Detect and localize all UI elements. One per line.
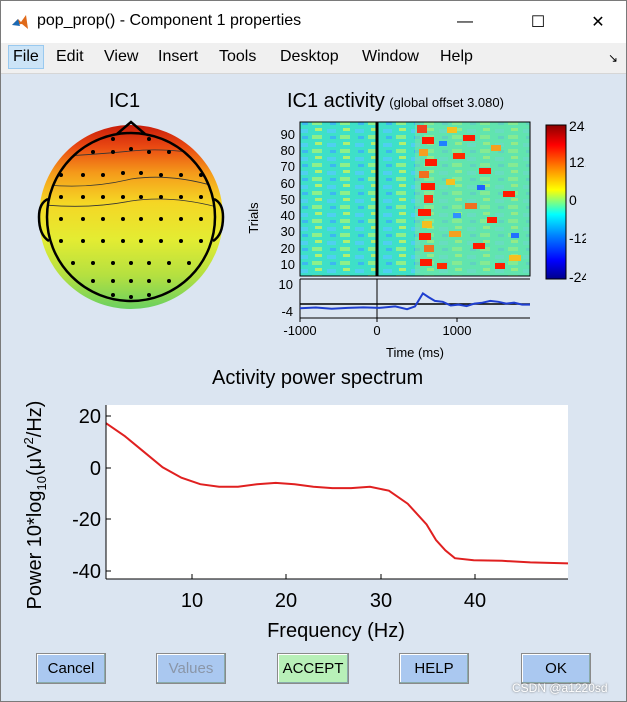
erp-tick-10: 10 bbox=[279, 277, 293, 292]
trial-ticks: 90 80 70 60 50 40 30 20 10 bbox=[281, 127, 295, 272]
spectrum-ytick: 0 bbox=[90, 458, 101, 480]
spectrum-plot: 20 0 -20 -40 10 20 30 40 Frequency (Hz) … bbox=[21, 401, 569, 642]
window-title: pop_prop() - Component 1 properties bbox=[37, 12, 302, 29]
colorbar-tick: 12.3 bbox=[569, 154, 586, 170]
erp-title-group: IC1 activity (global offset 3.080) bbox=[287, 90, 504, 113]
colorbar-tick: 24.6 bbox=[569, 118, 586, 134]
erp-title: IC1 activity bbox=[287, 90, 385, 112]
menu-window[interactable]: Window bbox=[362, 48, 419, 65]
spectrum-line bbox=[105, 422, 569, 565]
left-ear-icon bbox=[37, 197, 50, 243]
maximize-icon: ☐ bbox=[530, 14, 546, 31]
menu-edit[interactable]: Edit bbox=[56, 48, 84, 65]
matlab-logo-icon bbox=[12, 15, 28, 29]
menu-help[interactable]: Help bbox=[440, 48, 473, 65]
spectrum-xtick: 30 bbox=[370, 590, 392, 612]
spectrum-xticks: 10 20 30 40 bbox=[181, 590, 486, 612]
spectrum-ylabel: Power 10*log10(μV2/Hz) bbox=[21, 401, 49, 610]
watermark: CSDN @a1220sd bbox=[512, 681, 608, 695]
time-tick: 1000 bbox=[443, 323, 472, 338]
menu-view[interactable]: View bbox=[104, 48, 139, 65]
spectrum-xlabel: Frequency (Hz) bbox=[267, 620, 405, 642]
spectrum-axes bbox=[106, 405, 568, 579]
head-outline bbox=[45, 131, 217, 303]
close-button[interactable]: ✕ bbox=[575, 1, 621, 43]
menu-desktop[interactable]: Desktop bbox=[280, 48, 339, 65]
spectrum-xtick: 20 bbox=[275, 590, 297, 612]
trial-tick: 20 bbox=[281, 241, 295, 256]
colorbar bbox=[545, 124, 567, 280]
erp-subtitle: (global offset 3.080) bbox=[389, 95, 504, 110]
spectrum-ytick: 20 bbox=[79, 406, 101, 428]
help-button[interactable]: HELP bbox=[399, 653, 469, 684]
erp-image-frame bbox=[299, 121, 531, 277]
toolbar-toggle-icon[interactable]: ↘ bbox=[607, 51, 618, 65]
nose-icon bbox=[116, 120, 146, 135]
trial-tick: 90 bbox=[281, 127, 295, 142]
menu-insert[interactable]: Insert bbox=[158, 48, 199, 65]
spectrum-title: Activity power spectrum bbox=[212, 367, 424, 389]
values-button[interactable]: Values bbox=[156, 653, 226, 684]
ok-button[interactable]: OK bbox=[521, 653, 591, 684]
erp-average-line bbox=[299, 291, 530, 311]
trial-tick: 80 bbox=[281, 143, 295, 158]
trial-tick: 50 bbox=[281, 192, 295, 207]
time-tick: 0 bbox=[373, 323, 380, 338]
colorbar-tick: -24.6 bbox=[569, 269, 586, 285]
colorbar-tick: -12.3 bbox=[569, 230, 586, 246]
colorbar-tick: 0 bbox=[569, 192, 577, 208]
minimize-icon: — bbox=[457, 13, 473, 30]
menu-file[interactable]: File bbox=[8, 45, 44, 69]
erp-image-panel: Trials 90 80 70 60 50 40 30 20 10 10 -4 … bbox=[246, 118, 586, 360]
trial-tick: 70 bbox=[281, 159, 295, 174]
time-tick: -1000 bbox=[283, 323, 316, 338]
maximize-button[interactable]: ☐ bbox=[515, 1, 561, 43]
scalp-topography bbox=[37, 120, 225, 309]
topo-title: IC1 bbox=[109, 90, 141, 112]
spectrum-xtick: 40 bbox=[464, 590, 486, 612]
trial-tick: 60 bbox=[281, 176, 295, 191]
time-xlabel: Time (ms) bbox=[386, 345, 444, 360]
spectrum-xtick: 10 bbox=[181, 590, 203, 612]
colorbar-ticks: 24.6 12.3 0 -12.3 -24.6 bbox=[569, 118, 586, 285]
right-ear-icon bbox=[212, 197, 225, 243]
spectrum-tick-marks bbox=[106, 415, 476, 579]
trial-tick: 40 bbox=[281, 208, 295, 223]
minimize-button[interactable]: — bbox=[442, 1, 488, 43]
topo-interpolation bbox=[39, 125, 223, 309]
electrode-markers bbox=[59, 137, 203, 299]
menu-bar: File Edit View Insert Tools Desktop Wind… bbox=[1, 43, 626, 74]
cancel-button[interactable]: Cancel bbox=[36, 653, 106, 684]
spectrum-ytick: -20 bbox=[72, 509, 101, 531]
close-icon: ✕ bbox=[591, 14, 605, 31]
erp-average-plot: 10 -4 -1000 0 1000 Time (ms) bbox=[279, 277, 530, 360]
title-bar: pop_prop() - Component 1 properties — ☐ … bbox=[1, 1, 626, 43]
spectrum-yticks: 20 0 -20 -40 bbox=[72, 406, 101, 583]
accept-button[interactable]: ACCEPT bbox=[277, 653, 349, 684]
trial-tick: 30 bbox=[281, 224, 295, 239]
spectrum-ytick: -40 bbox=[72, 561, 101, 583]
trial-tick: 10 bbox=[281, 257, 295, 272]
menu-tools[interactable]: Tools bbox=[219, 48, 257, 65]
erp-response-blobs bbox=[415, 122, 530, 276]
erp-tick-neg4: -4 bbox=[281, 304, 293, 319]
erp-ylabel: Trials bbox=[246, 202, 261, 234]
